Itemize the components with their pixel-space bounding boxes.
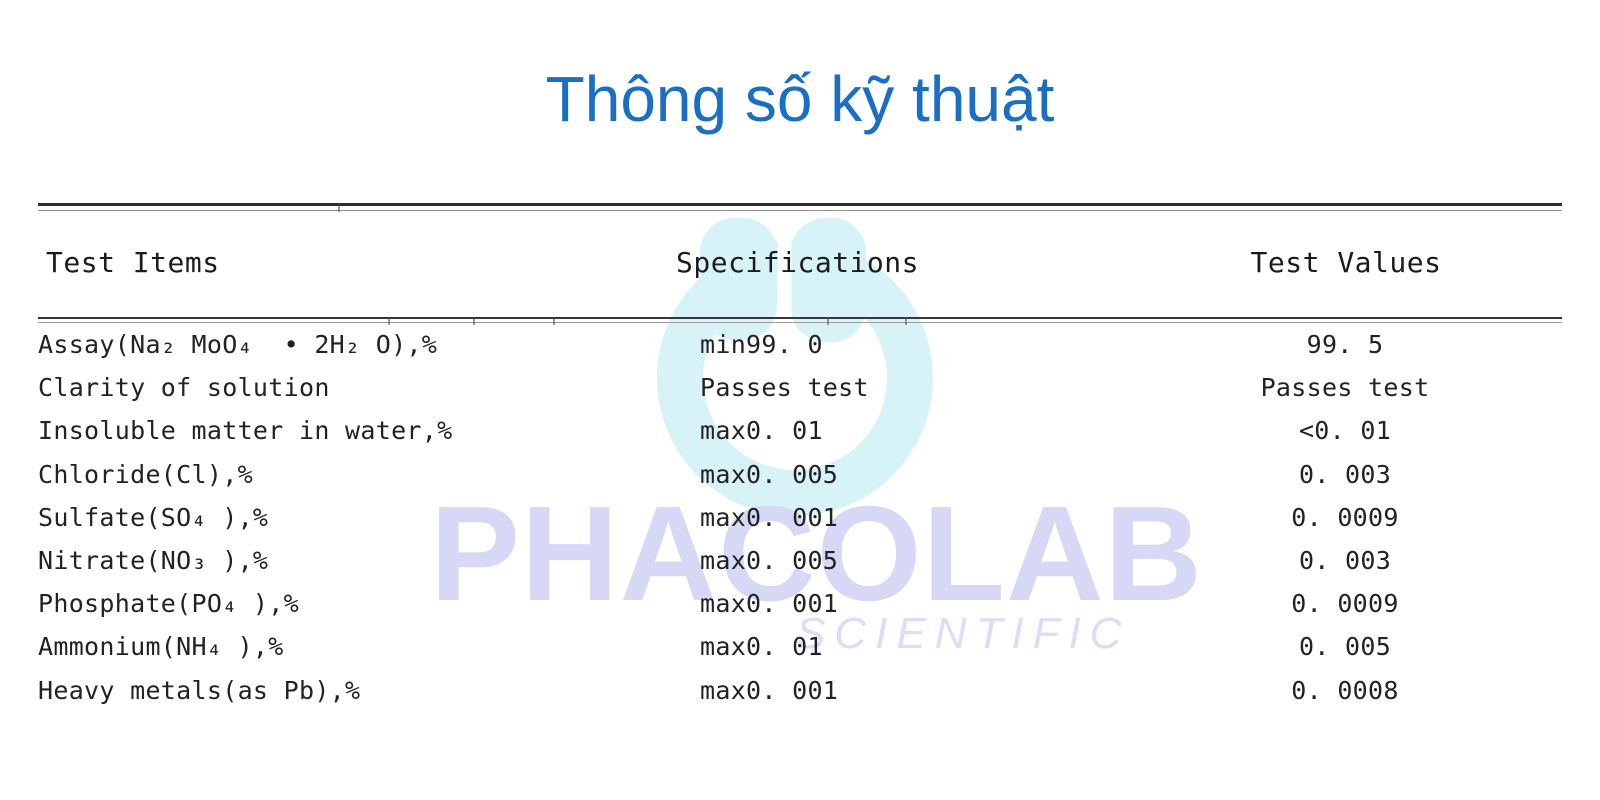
test-value-cell: <0. 01 <box>1298 416 1392 446</box>
table-header-rule <box>38 317 1562 325</box>
specification-cell: max0. 001 <box>700 675 839 705</box>
rule-tick <box>338 204 340 212</box>
test-value-cell: 0. 003 <box>1298 546 1392 576</box>
specification-cell: Passes test <box>700 373 869 403</box>
test-value-cell: 0. 003 <box>1298 459 1392 489</box>
table-row: Sulfate(SO₄ ),% max0. 001 0. 0009 <box>0 496 1600 539</box>
page-title: Thông số kỹ thuật <box>545 63 1055 135</box>
test-item-cell: Phosphate(PO₄ ),% <box>38 589 299 619</box>
table-row: Clarity of solution Passes test Passes tes… <box>0 366 1600 409</box>
table-row: Phosphate(PO₄ ),% max0. 001 0. 0009 <box>0 582 1600 625</box>
table-row: Insoluble matter in water,% max0. 01 <0. 0… <box>0 409 1600 452</box>
table-row: Chloride(Cl),% max0. 005 0. 003 <box>0 453 1600 496</box>
table-top-rule <box>38 203 1562 212</box>
test-item-cell: Ammonium(NH₄ ),% <box>38 632 284 662</box>
test-value-cell: 0. 0009 <box>1291 502 1399 532</box>
table-row: Nitrate(NO₃ ),% max0. 005 0. 003 <box>0 539 1600 582</box>
table-row: Heavy metals(as Pb),% max0. 001 0. 0008 <box>0 669 1600 712</box>
test-value-cell: 0. 0008 <box>1291 675 1399 705</box>
rule-tick <box>388 317 390 325</box>
rule-tick <box>827 317 829 325</box>
rule-tick <box>553 317 555 325</box>
table-body: Assay(Na₂ MoO₄ • 2H₂ O),% min99. 0 99. 5 Cl… <box>0 323 1600 712</box>
test-item-cell: Heavy metals(as Pb),% <box>38 675 361 705</box>
table-row: Assay(Na₂ MoO₄ • 2H₂ O),% min99. 0 99. 5 <box>0 323 1600 366</box>
table-header-row: Test Items Specifications Test Values <box>0 246 1600 280</box>
watermark-brand-text: PHACOLAB <box>430 478 1203 629</box>
test-item-cell: Clarity of solution <box>38 373 330 403</box>
specification-cell: max0. 001 <box>700 589 839 619</box>
watermark-sub-text: SCIENTIFIC <box>796 609 1131 658</box>
specification-cell: max0. 005 <box>700 459 839 489</box>
test-value-cell: 99. 5 <box>1306 330 1384 360</box>
test-item-cell: Sulfate(SO₄ ),% <box>38 502 269 532</box>
test-value-cell: 0. 0009 <box>1291 589 1399 619</box>
column-header-specifications: Specifications <box>676 246 920 279</box>
droplet-ring-logo-icon <box>657 210 934 516</box>
test-item-cell: Insoluble matter in water,% <box>38 416 453 446</box>
column-header-test-values: Test Values <box>1250 246 1442 279</box>
specification-cell: max0. 01 <box>700 632 823 662</box>
specification-cell: max0. 001 <box>700 502 839 532</box>
test-item-cell: Chloride(Cl),% <box>38 459 253 489</box>
specification-cell: max0. 01 <box>700 416 823 446</box>
column-header-test-items: Test Items <box>46 246 220 279</box>
table-row: Ammonium(NH₄ ),% max0. 01 0. 005 <box>0 625 1600 668</box>
test-value-cell: 0. 005 <box>1298 632 1392 662</box>
test-item-cell: Nitrate(NO₃ ),% <box>38 546 269 576</box>
rule-tick <box>473 317 475 325</box>
test-value-cell: Passes test <box>1260 373 1430 403</box>
rule-tick <box>905 317 907 325</box>
test-item-cell: Assay(Na₂ MoO₄ • 2H₂ O),% <box>38 330 438 360</box>
specification-cell: min99. 0 <box>700 330 823 360</box>
specification-cell: max0. 005 <box>700 546 839 576</box>
